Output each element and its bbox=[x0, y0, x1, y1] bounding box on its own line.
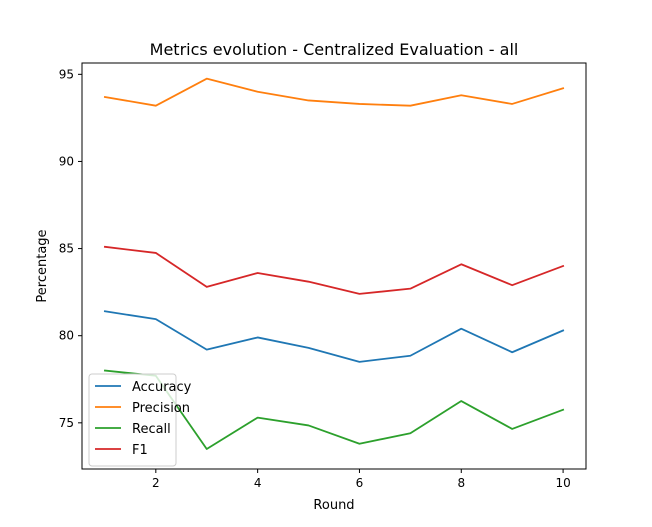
x-tick-label: 6 bbox=[356, 476, 364, 490]
legend-label-f1: F1 bbox=[132, 443, 148, 458]
x-tick-label: 4 bbox=[254, 476, 262, 490]
series-line-recall bbox=[103, 369, 565, 450]
series-line-accuracy bbox=[103, 310, 565, 363]
series-line-f1 bbox=[103, 245, 565, 295]
legend-label-recall: Recall bbox=[132, 422, 171, 437]
y-tick-label: 85 bbox=[59, 242, 74, 256]
x-axis-label: Round bbox=[313, 498, 354, 513]
axes: 2 4 6 8 10 75 80 85 90 95 bbox=[59, 67, 571, 490]
plot-area bbox=[103, 77, 565, 450]
legend-label-accuracy: Accuracy bbox=[132, 380, 192, 395]
legend-box bbox=[88, 373, 177, 467]
y-tick-label: 75 bbox=[59, 416, 74, 430]
legend-label-precision: Precision bbox=[132, 401, 190, 416]
y-axis-label: Percentage bbox=[35, 229, 50, 302]
plot-frame bbox=[81, 62, 587, 470]
x-tick-label: 8 bbox=[457, 476, 465, 490]
y-tick-label: 95 bbox=[59, 67, 74, 81]
y-tick-label: 80 bbox=[59, 329, 74, 343]
series-line-precision bbox=[103, 77, 565, 107]
y-tick-label: 90 bbox=[59, 154, 74, 168]
x-tick-label: 10 bbox=[555, 476, 570, 490]
chart-title: Metrics evolution - Centralized Evaluati… bbox=[150, 40, 519, 59]
x-tick-label: 2 bbox=[152, 476, 160, 490]
legend: Accuracy Precision Recall F1 bbox=[88, 373, 192, 467]
